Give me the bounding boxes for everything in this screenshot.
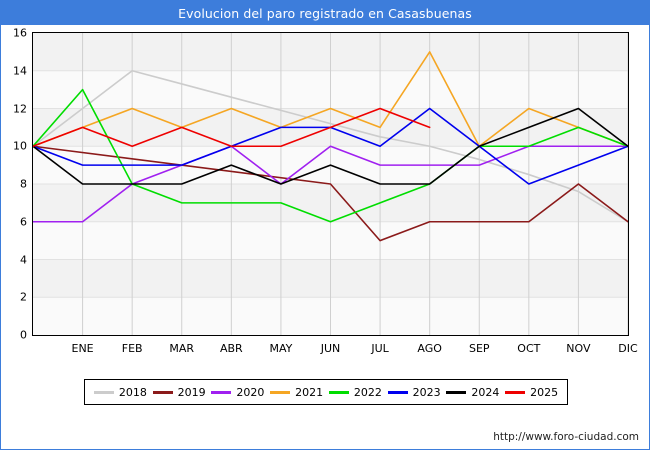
legend-label: 2025: [530, 385, 559, 399]
x-axis-tick: DIC: [618, 342, 638, 355]
legend-swatch-icon: [328, 390, 349, 394]
x-axis-tick: MAY: [269, 342, 293, 355]
chart-svg: [33, 33, 628, 335]
chart-legend: 2018 2019 2020 2021 2022 2023 2024 2025: [84, 379, 568, 405]
page-title: Evolucion del paro registrado en Casasbu…: [178, 5, 472, 21]
source-url: http://www.foro-ciudad.com: [493, 431, 639, 443]
y-axis-tick: 2: [20, 290, 27, 304]
plot-area: [32, 32, 629, 336]
legend-swatch-icon: [270, 390, 291, 394]
window-title-bar: Evolucion del paro registrado en Casasbu…: [1, 1, 649, 25]
y-axis-tick: 0: [20, 328, 27, 342]
x-axis-tick: AGO: [417, 342, 442, 355]
y-axis-tick: 8: [20, 177, 27, 191]
legend-item-2024[interactable]: 2024: [446, 386, 499, 399]
legend-item-2023[interactable]: 2023: [387, 385, 441, 399]
y-axis-tick: 10: [13, 139, 27, 153]
legend-swatch-icon: [211, 390, 232, 394]
legend-label: 2021: [295, 385, 324, 399]
legend-swatch-icon: [93, 390, 114, 394]
y-axis-tick: 4: [20, 253, 27, 266]
x-axis-tick: JUN: [320, 342, 341, 355]
legend-label: 2018: [118, 385, 147, 399]
y-axis-tick: 16: [13, 26, 27, 40]
y-axis-tick: 6: [20, 215, 27, 229]
legend-swatch-icon: [387, 390, 408, 394]
legend-item-2019[interactable]: 2019: [152, 385, 206, 399]
legend-label: 2023: [412, 385, 441, 399]
legend-swatch-icon: [152, 390, 173, 394]
x-axis-tick: ABR: [219, 342, 243, 355]
x-axis-tick: FEB: [121, 342, 143, 355]
x-axis-tick: JUL: [371, 342, 389, 355]
legend-swatch-icon: [446, 390, 467, 394]
x-axis-tick: SEP: [468, 342, 490, 355]
x-axis-tick: ENE: [71, 342, 94, 355]
legend-item-2018[interactable]: 2018: [93, 385, 147, 399]
legend-label: 2022: [353, 385, 382, 399]
legend-item-2021[interactable]: 2021: [270, 386, 323, 399]
x-axis-tick: MAR: [169, 342, 195, 355]
legend-label: 2019: [177, 385, 206, 399]
legend-item-2022[interactable]: 2022: [328, 385, 382, 399]
x-axis-tick: NOV: [566, 342, 591, 355]
y-axis-tick: 14: [13, 64, 27, 78]
legend-item-2020[interactable]: 2020: [211, 386, 264, 399]
x-axis-tick: OCT: [517, 342, 541, 355]
legend-item-2025[interactable]: 2025: [505, 386, 558, 399]
legend-swatch-icon: [505, 390, 526, 394]
y-axis-tick: 12: [13, 102, 27, 115]
legend-label: 2024: [471, 385, 500, 399]
legend-label: 2020: [236, 385, 265, 399]
